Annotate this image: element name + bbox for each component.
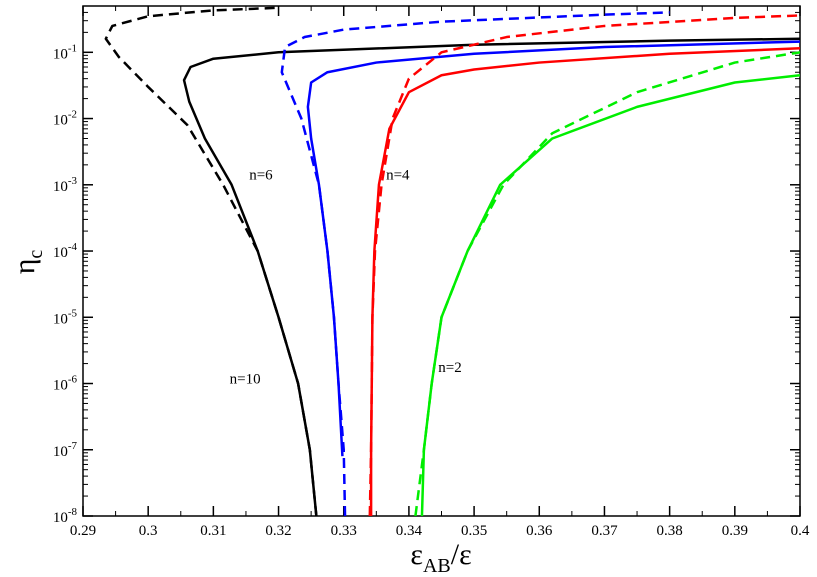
y-tick-label: 10-5: [53, 307, 78, 327]
y-axis-symbol: η: [8, 259, 41, 275]
y-tick-label: 10-8: [53, 506, 78, 526]
series-line-solid: [182, 37, 800, 516]
curve-annotations: n=10 n=6 n=4 n=2: [230, 168, 462, 388]
series-line-dashed: [104, 6, 318, 516]
x-tick-label: 0.4: [791, 523, 810, 539]
curve-label: n=4: [386, 168, 410, 184]
y-tick-label: 10-6: [53, 374, 78, 394]
y-tick-label: 10-1: [53, 42, 77, 62]
x-tick-label: 0.37: [591, 523, 618, 539]
y-tick-label: 10-7: [53, 440, 78, 460]
x-tick-label: 0.36: [526, 523, 553, 539]
series-line-solid: [420, 74, 800, 516]
y-tick-label: 10-2: [53, 109, 77, 129]
axis-ticks: 0.29 0.3 0.31 0.32 0.33 0.34 0.35 0.36 0.37 0.38 0…: [53, 5, 810, 539]
x-tick-label: 0.39: [722, 523, 748, 539]
y-axis-subscript: c: [25, 250, 47, 259]
x-tick-label: 0.3: [139, 523, 158, 539]
series-line-dashed: [414, 51, 800, 516]
curve-label: n=10: [230, 372, 261, 388]
x-axis-denominator: /ε: [451, 538, 472, 571]
series-line-dashed: [280, 11, 670, 516]
x-axis-subscript: AB: [423, 555, 451, 577]
svg-text:ηc: ηc: [8, 250, 47, 275]
svg-text:εAB/ε: εAB/ε: [410, 538, 471, 577]
series-layer: [104, 6, 800, 516]
x-tick-label: 0.29: [70, 523, 96, 539]
series-line-solid: [306, 40, 800, 457]
x-tick-label: 0.33: [331, 523, 357, 539]
y-tick-label: 10-4: [53, 241, 78, 261]
x-tick-label: 0.38: [657, 523, 683, 539]
x-tick-label: 0.35: [461, 523, 487, 539]
x-tick-label: 0.32: [265, 523, 291, 539]
y-tick-label: 10-3: [53, 175, 78, 195]
y-axis-title: ηc: [8, 250, 47, 275]
series-line-dashed: [368, 14, 800, 516]
x-tick-label: 0.34: [396, 523, 423, 539]
plot-frame: [82, 5, 801, 517]
curve-label: n=2: [438, 360, 461, 376]
curve-label: n=6: [249, 168, 273, 184]
x-axis-symbol: ε: [410, 538, 423, 571]
x-axis-title: εAB/ε: [410, 538, 471, 577]
x-tick-label: 0.31: [200, 523, 226, 539]
